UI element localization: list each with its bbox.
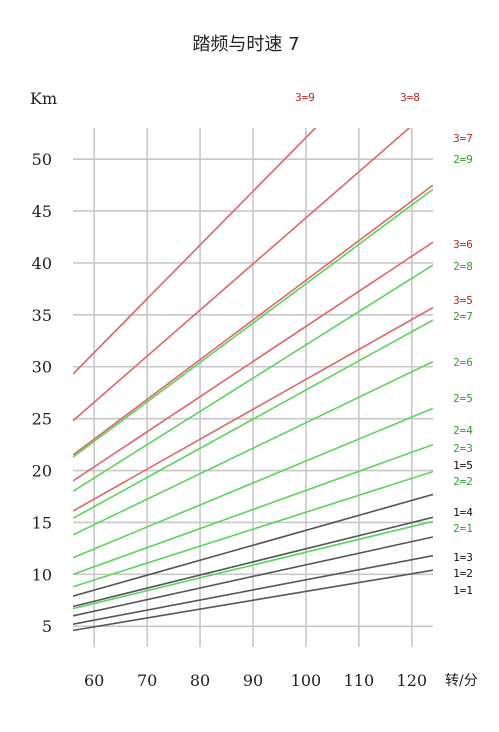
x-tick-label: 120 — [397, 671, 428, 690]
series-line-2-1 — [73, 520, 433, 610]
series-line-2-2 — [73, 470, 433, 588]
series-label: 2=9 — [453, 153, 473, 166]
series-label: 1=1 — [453, 584, 473, 597]
y-axis-label: Km — [30, 89, 57, 108]
series-label: 3=6 — [453, 238, 473, 251]
y-tick-label: 50 — [32, 150, 52, 169]
series-label: 2=1 — [453, 522, 473, 535]
series-line-2-3 — [73, 443, 433, 576]
y-tick-label: 35 — [32, 306, 52, 325]
y-tick-label: 40 — [32, 254, 52, 273]
x-axis-ticks: 60 70 80 90 100 110 120 — [84, 671, 427, 690]
series-label: 2=5 — [453, 392, 473, 405]
series-line-3-5 — [73, 306, 433, 512]
series-line-1-3 — [73, 536, 433, 617]
series-line-3-8 — [73, 128, 411, 422]
series-line-2-9 — [73, 188, 433, 458]
series-line-1-4 — [73, 516, 433, 608]
series-line-2-4 — [73, 407, 433, 559]
series-label: 1=3 — [453, 551, 473, 564]
series-line-3-9 — [73, 128, 317, 375]
series-label: 3=8 — [400, 91, 420, 104]
chart-title: 踏频与时速 7 — [192, 34, 299, 55]
series-line-1-5 — [73, 493, 433, 597]
y-tick-label: 45 — [32, 202, 52, 221]
series-label: 1=4 — [453, 506, 473, 519]
x-tick-label: 80 — [190, 671, 210, 690]
y-tick-label: 30 — [32, 358, 52, 377]
line-labels: 3=9 3=8 3=7 2=9 3=6 2=8 3=5 2=7 2=6 2=5 2=4 2=3 1=5 2… — [295, 91, 473, 597]
series-label: 1=5 — [453, 459, 473, 472]
x-tick-label: 110 — [344, 671, 375, 690]
x-tick-label: 100 — [291, 671, 322, 690]
x-axis-label: 转/分 — [445, 673, 478, 689]
plot-area — [73, 128, 433, 632]
x-tick-label: 90 — [243, 671, 263, 690]
y-tick-label: 10 — [32, 565, 52, 584]
series-label: 2=2 — [453, 475, 473, 488]
series-label: 3=5 — [453, 294, 473, 307]
x-tick-label: 70 — [137, 671, 157, 690]
y-tick-label: 25 — [32, 410, 52, 429]
series-label: 2=8 — [453, 260, 473, 273]
series-line-3-7 — [73, 184, 433, 456]
series-label: 2=7 — [453, 310, 473, 323]
series-line-1-2 — [73, 554, 433, 625]
series-label: 3=9 — [295, 91, 315, 104]
series-label: 1=2 — [453, 567, 473, 580]
series-label: 2=4 — [453, 424, 473, 437]
x-tick-label: 60 — [84, 671, 104, 690]
series-line-2-5 — [73, 360, 433, 536]
series-line-1-1 — [73, 569, 433, 632]
series-line-2-7 — [73, 319, 433, 519]
series-line-3-6 — [73, 241, 433, 482]
series-label: 2=3 — [453, 442, 473, 455]
series-label: 3=7 — [453, 132, 473, 145]
series-label: 2=6 — [453, 356, 473, 369]
y-tick-label: 15 — [32, 513, 52, 532]
y-tick-label: 20 — [32, 462, 52, 481]
y-tick-label: 5 — [42, 617, 52, 636]
series-line-2-8 — [73, 264, 433, 492]
y-axis-ticks: 5 10 15 20 25 30 35 40 45 50 — [32, 150, 52, 636]
